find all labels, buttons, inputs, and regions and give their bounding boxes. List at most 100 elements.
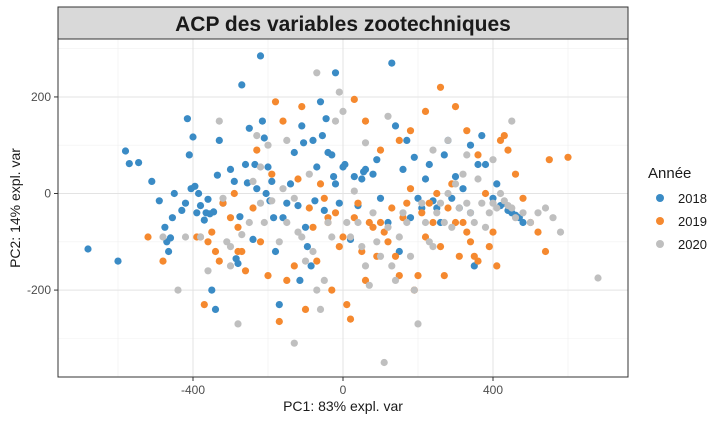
point-2020 <box>234 320 242 328</box>
point-2019 <box>350 95 358 103</box>
point-2020 <box>335 88 343 96</box>
point-2020 <box>324 218 332 227</box>
legend-key-2019 <box>656 217 664 225</box>
point-2018 <box>313 163 321 171</box>
point-2018 <box>135 159 143 167</box>
point-2020 <box>436 199 445 207</box>
point-2018 <box>451 173 460 181</box>
point-2018 <box>493 180 501 188</box>
point-2019 <box>463 127 471 135</box>
point-2020 <box>459 170 467 178</box>
point-2018 <box>399 165 407 173</box>
point-2019 <box>275 317 283 326</box>
point-2020 <box>429 146 437 154</box>
point-2020 <box>511 214 520 222</box>
point-2020 <box>339 107 347 115</box>
point-2018 <box>391 122 400 130</box>
point-2020 <box>264 141 272 149</box>
point-2018 <box>481 160 490 169</box>
point-2019 <box>211 247 220 256</box>
point-2020 <box>376 252 385 260</box>
point-2018 <box>245 124 253 132</box>
y-axis-title: PC2: 14% expl. var <box>7 148 23 268</box>
point-2018 <box>166 234 175 242</box>
point-2018 <box>303 243 311 251</box>
point-2018 <box>264 163 272 171</box>
point-2018 <box>262 189 270 198</box>
point-2019 <box>230 189 238 198</box>
point-2019 <box>534 228 542 236</box>
point-2018 <box>178 206 186 214</box>
point-2018 <box>204 195 212 203</box>
point-2018 <box>170 189 178 198</box>
point-2020 <box>358 243 366 251</box>
point-2020 <box>444 189 452 198</box>
point-2020 <box>320 276 328 284</box>
point-2018 <box>238 81 246 89</box>
point-2020 <box>444 136 452 144</box>
point-2018 <box>189 133 197 141</box>
point-2020 <box>260 218 268 227</box>
point-2018 <box>114 257 122 265</box>
point-2019 <box>489 228 497 236</box>
point-2019 <box>418 209 426 217</box>
point-2018 <box>211 305 220 313</box>
point-2020 <box>219 194 227 202</box>
point-2019 <box>519 194 527 202</box>
point-2018 <box>148 177 156 185</box>
point-2020 <box>380 358 388 367</box>
point-2018 <box>196 202 205 210</box>
point-2018 <box>191 182 199 190</box>
point-2019 <box>485 243 493 251</box>
point-2018 <box>230 177 238 185</box>
point-2018 <box>258 117 266 125</box>
point-2020 <box>313 69 321 77</box>
point-2018 <box>185 151 193 159</box>
point-2020 <box>294 228 302 236</box>
point-2019 <box>339 233 347 241</box>
point-2019 <box>421 107 430 115</box>
point-2020 <box>298 233 306 241</box>
point-2018 <box>361 165 370 173</box>
point-2018 <box>519 218 527 227</box>
point-2019 <box>511 170 520 178</box>
point-2019 <box>159 257 167 265</box>
point-2019 <box>433 189 441 198</box>
point-2018 <box>296 276 304 284</box>
point-2019 <box>474 257 482 265</box>
point-2018 <box>298 122 306 130</box>
point-2018 <box>253 185 261 193</box>
point-2018 <box>208 286 216 294</box>
y-axis-ticks: -200 0 200 <box>27 90 58 297</box>
point-2018 <box>466 141 475 149</box>
point-2020 <box>526 218 535 227</box>
point-2018 <box>290 148 298 157</box>
point-2018 <box>279 214 287 222</box>
point-2019 <box>474 151 482 159</box>
point-2020 <box>478 199 486 207</box>
point-2019 <box>354 199 362 207</box>
point-2018 <box>251 160 259 169</box>
point-2020 <box>350 187 358 195</box>
point-2020 <box>485 209 493 217</box>
point-2018 <box>283 199 291 207</box>
point-2020 <box>463 199 471 207</box>
point-2018 <box>301 223 310 231</box>
point-2020 <box>301 257 310 265</box>
point-2020 <box>238 231 246 239</box>
point-2018 <box>241 160 250 169</box>
point-2019 <box>391 252 400 260</box>
point-2019 <box>241 267 250 275</box>
point-2020 <box>556 228 565 236</box>
point-2019 <box>395 136 403 144</box>
point-2018 <box>440 151 448 159</box>
point-2018 <box>388 59 396 67</box>
point-2019 <box>403 199 411 207</box>
point-2019 <box>421 233 430 241</box>
point-2018 <box>322 115 330 123</box>
point-2019 <box>301 305 310 313</box>
point-2020 <box>215 117 223 125</box>
point-2019 <box>429 218 437 227</box>
point-2020 <box>174 286 182 294</box>
point-2018 <box>316 98 325 106</box>
